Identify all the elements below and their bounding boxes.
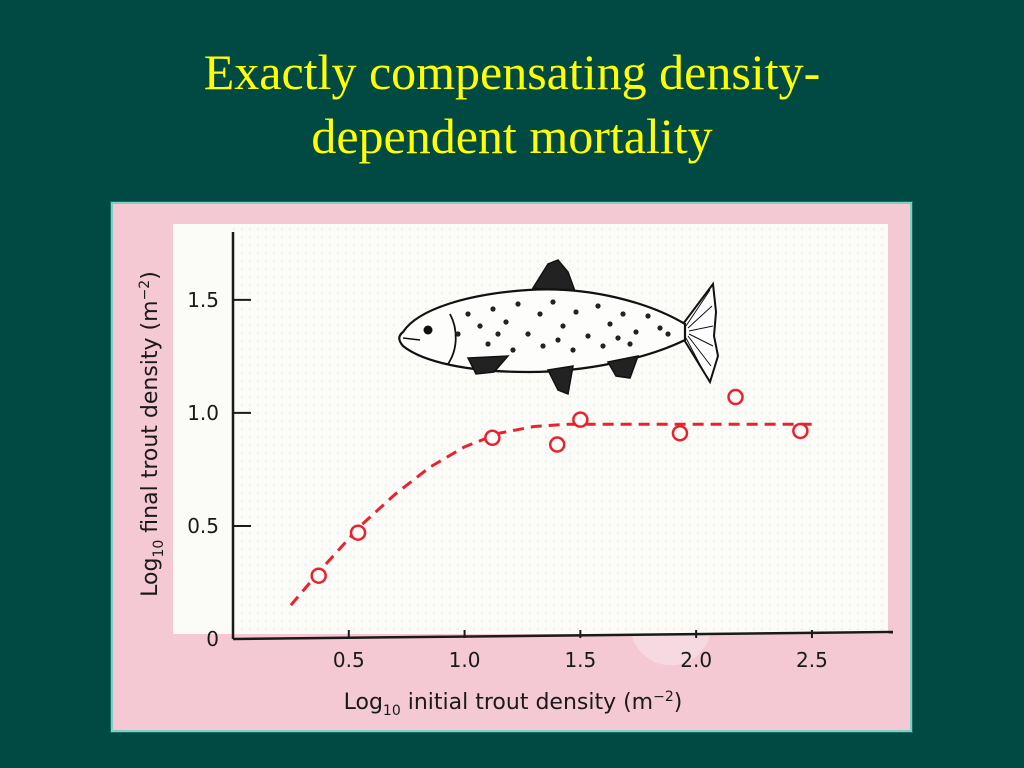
x-axis-line [232, 630, 894, 641]
trout-spot [665, 331, 671, 337]
x-axis-label-prefix: Log [344, 690, 383, 715]
trout-gill [447, 313, 457, 365]
trout-spot [585, 333, 591, 339]
x-tick-label: 2.0 [680, 648, 712, 672]
trout-spot [560, 323, 566, 329]
trout-pectoral-fin [466, 355, 510, 375]
data-point [548, 436, 566, 453]
y-axis-label-subscript: 10 [151, 540, 167, 558]
x-ticks: 0.5 1.0 1.5 2.0 2.5 [333, 630, 828, 672]
trout-spot [657, 325, 663, 331]
x-tick-label: 1.5 [564, 648, 596, 672]
y-axis-label-superscript: −2 [137, 280, 153, 301]
y-tick-label: 1.5 [187, 288, 219, 312]
x-axis-label-close: ) [674, 690, 683, 715]
x-tick-label: 1.0 [449, 648, 481, 672]
data-point [349, 524, 367, 541]
trout-spot [620, 311, 626, 317]
trout-spot [455, 331, 461, 337]
trout-spot [645, 313, 651, 319]
trout-spot [633, 329, 639, 335]
trout-spot [510, 347, 516, 353]
trout-spot [465, 311, 471, 317]
trout-spot [615, 335, 621, 341]
slide-title-line1: Exactly compensating density- [203, 44, 821, 100]
data-point [572, 411, 589, 428]
y-axis-label: Log10 final trout density (m−2) [137, 271, 167, 597]
figure-panel: 0.5 1.0 1.5 2.0 2.5 0 0.5 1.0 1.5 Log10 initial… [110, 201, 913, 733]
data-point [792, 422, 809, 440]
x-axis-label-superscript: −2 [653, 689, 674, 705]
trout-spot [607, 321, 613, 327]
trout-spot [627, 341, 633, 347]
chart: 0.5 1.0 1.5 2.0 2.5 00.51.01.5 Log10 initial… [137, 224, 894, 719]
data-point [484, 429, 501, 447]
trout-spot [485, 341, 491, 347]
x-tick-label: 0.5 [333, 648, 365, 672]
trout-spots [455, 299, 671, 353]
trout-spot [503, 319, 509, 325]
trout-spot [515, 301, 521, 307]
trout-spot [477, 323, 483, 329]
trout-spot [525, 331, 531, 337]
trout-spot [495, 331, 501, 337]
y-axis-label-close: ) [138, 271, 163, 280]
y-axis-label-prefix: Log [138, 558, 163, 597]
slide-title: Exactly compensating density- dependent … [0, 40, 1024, 168]
y-ticks: 0 0.5 1.0 1.5 [187, 288, 251, 651]
x-tick-label: 2.5 [796, 648, 828, 672]
trout-spot [550, 299, 556, 305]
trout-spot [537, 311, 543, 317]
trout-body [398, 288, 687, 374]
trout-spot [555, 337, 561, 343]
data-point [727, 388, 744, 406]
slide-title-line2: dependent mortality [311, 108, 713, 164]
trout-spot [573, 309, 579, 315]
trout-illustration [398, 259, 720, 396]
trout-spot [570, 347, 576, 353]
x-axis-label-subscript: 10 [383, 703, 401, 719]
trout-anal-fin [606, 355, 640, 379]
x-axis-label: Log10 initial trout density (m−2) [344, 689, 683, 719]
trout-pelvic-fin [546, 365, 574, 396]
data-point [310, 567, 327, 584]
trout-spot [600, 343, 606, 349]
series-layer [289, 388, 812, 607]
trout-spot [595, 303, 601, 309]
x-axis-label-main: initial trout density (m [401, 690, 653, 715]
trout-spot [540, 343, 546, 349]
trout-tail-rays [685, 289, 714, 379]
y-tick-label: 0.5 [187, 514, 219, 538]
y-axis-label-main: final trout density (m [138, 300, 163, 539]
trout-mouth [402, 337, 421, 341]
data-point [671, 424, 689, 442]
trout-spot [490, 306, 496, 312]
trout-eye [423, 325, 433, 335]
y-tick-label: 0 [206, 627, 219, 651]
y-tick-label: 1.0 [187, 401, 219, 425]
